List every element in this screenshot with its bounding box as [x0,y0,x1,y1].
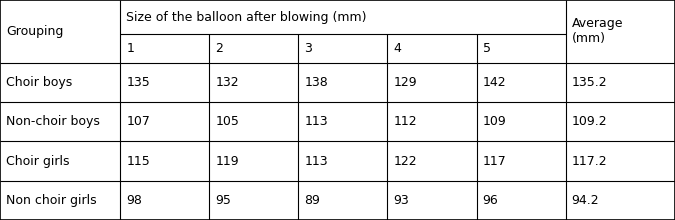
Text: 135.2: 135.2 [572,76,608,89]
Text: 113: 113 [304,154,328,168]
Text: Non choir girls: Non choir girls [6,194,97,207]
Text: 109.2: 109.2 [572,115,608,128]
Text: 115: 115 [126,154,150,168]
Text: 109: 109 [483,115,506,128]
Text: 94.2: 94.2 [572,194,599,207]
Text: Choir girls: Choir girls [6,154,70,168]
Text: Size of the balloon after blowing (mm): Size of the balloon after blowing (mm) [126,11,367,24]
Text: Grouping: Grouping [6,25,63,38]
Text: 2: 2 [215,42,223,55]
Text: 3: 3 [304,42,313,55]
Text: Average
(mm): Average (mm) [572,17,623,45]
Text: 5: 5 [483,42,491,55]
Text: 119: 119 [215,154,239,168]
Text: 107: 107 [126,115,150,128]
Text: Choir boys: Choir boys [6,76,72,89]
Text: 98: 98 [126,194,142,207]
Text: Non-choir boys: Non-choir boys [6,115,100,128]
Text: 117: 117 [483,154,506,168]
Text: 93: 93 [394,194,409,207]
Text: 112: 112 [394,115,417,128]
Text: 1: 1 [126,42,134,55]
Text: 96: 96 [483,194,498,207]
Text: 122: 122 [394,154,417,168]
Text: 105: 105 [215,115,239,128]
Text: 4: 4 [394,42,402,55]
Text: 89: 89 [304,194,321,207]
Text: 129: 129 [394,76,417,89]
Text: 95: 95 [215,194,232,207]
Text: 138: 138 [304,76,328,89]
Text: 117.2: 117.2 [572,154,608,168]
Text: 142: 142 [483,76,506,89]
Text: 135: 135 [126,76,150,89]
Text: 113: 113 [304,115,328,128]
Text: 132: 132 [215,76,239,89]
